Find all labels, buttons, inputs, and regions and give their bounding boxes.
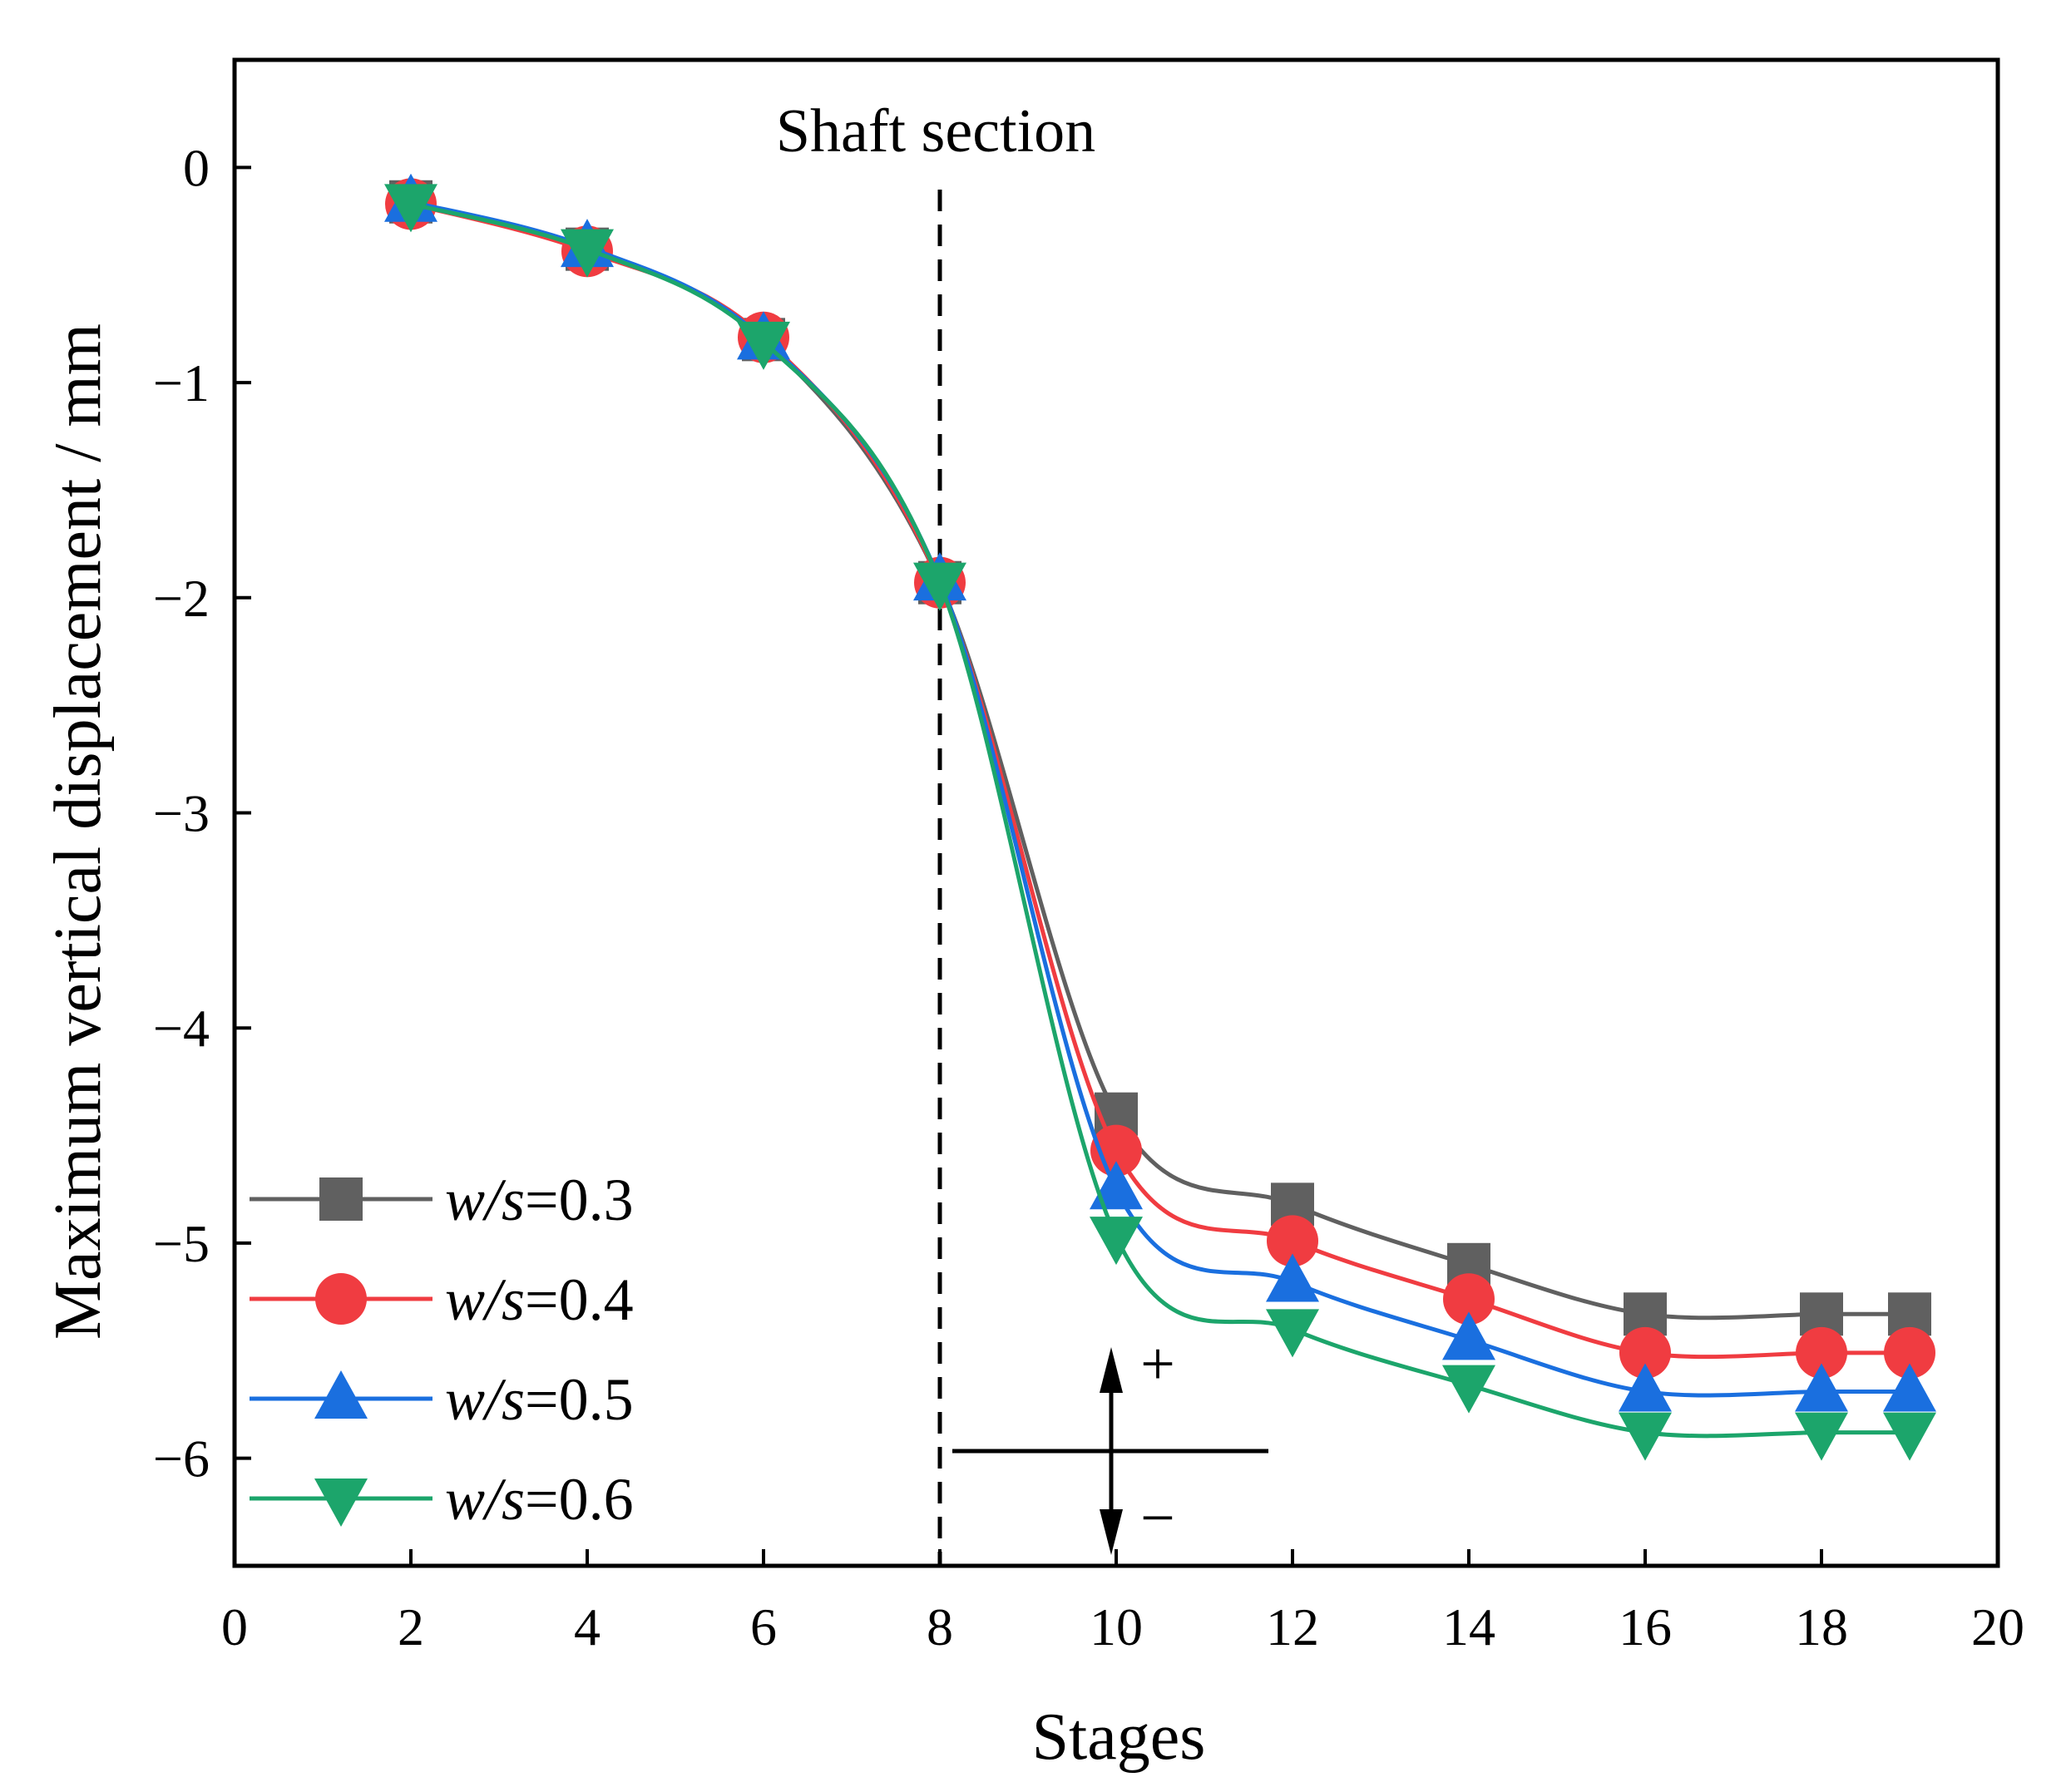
data-point xyxy=(1619,1326,1671,1379)
data-point xyxy=(1883,1363,1936,1412)
sign-minus-label: − xyxy=(1140,1484,1175,1553)
data-point xyxy=(384,184,437,233)
legend-item-1: w/s=0.3 xyxy=(250,1167,634,1233)
data-point xyxy=(1795,1363,1848,1412)
x-tick-label: 0 xyxy=(221,1597,248,1656)
data-point xyxy=(1795,1412,1848,1461)
data-point xyxy=(1443,1273,1495,1325)
y-tick-label: −6 xyxy=(153,1429,210,1488)
legend: w/s=0.3 w/s=0.4 w/s=0.5 w/s=0.6 xyxy=(250,1167,634,1533)
legend-marker xyxy=(314,1370,368,1419)
x-tick-label: 14 xyxy=(1442,1597,1495,1656)
data-point xyxy=(1442,1365,1495,1414)
legend-label: w/s=0.3 xyxy=(445,1167,634,1233)
legend-marker xyxy=(315,1273,367,1325)
data-point xyxy=(737,321,790,370)
legend-label: w/s=0.6 xyxy=(445,1466,634,1533)
series-group xyxy=(384,173,1936,1461)
data-point xyxy=(1442,1311,1495,1360)
shaft-section-label: Shaft section xyxy=(776,97,1095,165)
y-tick-label: −1 xyxy=(153,353,210,412)
data-point xyxy=(1267,1215,1318,1267)
legend-label: w/s=0.4 xyxy=(445,1266,634,1333)
legend-label: w/s=0.5 xyxy=(445,1366,634,1433)
y-tick-label: −2 xyxy=(153,569,210,628)
x-tick-label: 8 xyxy=(927,1597,953,1656)
plot-frame xyxy=(232,57,2000,1568)
y-tick-label: 0 xyxy=(183,138,210,197)
sign-arrow-up xyxy=(1100,1347,1123,1393)
x-tick-label: 12 xyxy=(1266,1597,1319,1656)
legend-marker xyxy=(319,1177,363,1221)
series-line xyxy=(410,200,1910,1321)
axes: 0 2 4 6 8 10 12 14 16 18 20 0 −1 −2 −3 −4 −5 −6 xyxy=(153,57,2024,1656)
data-point xyxy=(913,562,966,611)
y-tick-label: −3 xyxy=(153,784,210,843)
y-tick-label: −4 xyxy=(153,999,210,1058)
series-line xyxy=(410,200,1910,1398)
x-axis-title: Stages xyxy=(1032,1701,1206,1774)
data-point xyxy=(1619,1363,1672,1412)
x-tick-label: 6 xyxy=(750,1597,777,1656)
x-tick-label: 20 xyxy=(1971,1597,2024,1656)
x-tick-label: 16 xyxy=(1619,1597,1672,1656)
annotations: +− xyxy=(937,190,1268,1566)
legend-item-3: w/s=0.5 xyxy=(250,1366,634,1433)
x-tick-label: 18 xyxy=(1795,1597,1848,1656)
data-point xyxy=(561,229,614,278)
y-axis-title: Maximum vertical displacement / mm xyxy=(42,323,115,1340)
data-point xyxy=(1266,1309,1319,1358)
series-4 xyxy=(384,184,1936,1461)
sign-arrow-down xyxy=(1100,1509,1123,1555)
legend-marker xyxy=(314,1479,368,1527)
x-tick-label: 10 xyxy=(1090,1597,1143,1656)
data-point xyxy=(1090,1217,1143,1266)
y-tick-label: −5 xyxy=(153,1214,210,1273)
data-point xyxy=(1884,1326,1935,1379)
data-point xyxy=(1796,1326,1847,1379)
data-point xyxy=(1883,1412,1936,1461)
legend-item-4: w/s=0.6 xyxy=(250,1466,634,1533)
sign-plus-label: + xyxy=(1140,1330,1175,1399)
data-point xyxy=(1619,1412,1672,1461)
data-point xyxy=(1266,1253,1319,1302)
x-tick-label: 2 xyxy=(398,1597,424,1656)
series-1 xyxy=(389,180,1931,1336)
legend-item-2: w/s=0.4 xyxy=(250,1266,634,1333)
series-line xyxy=(410,201,1910,1360)
x-tick-label: 4 xyxy=(574,1597,601,1656)
data-point xyxy=(1090,1161,1143,1210)
